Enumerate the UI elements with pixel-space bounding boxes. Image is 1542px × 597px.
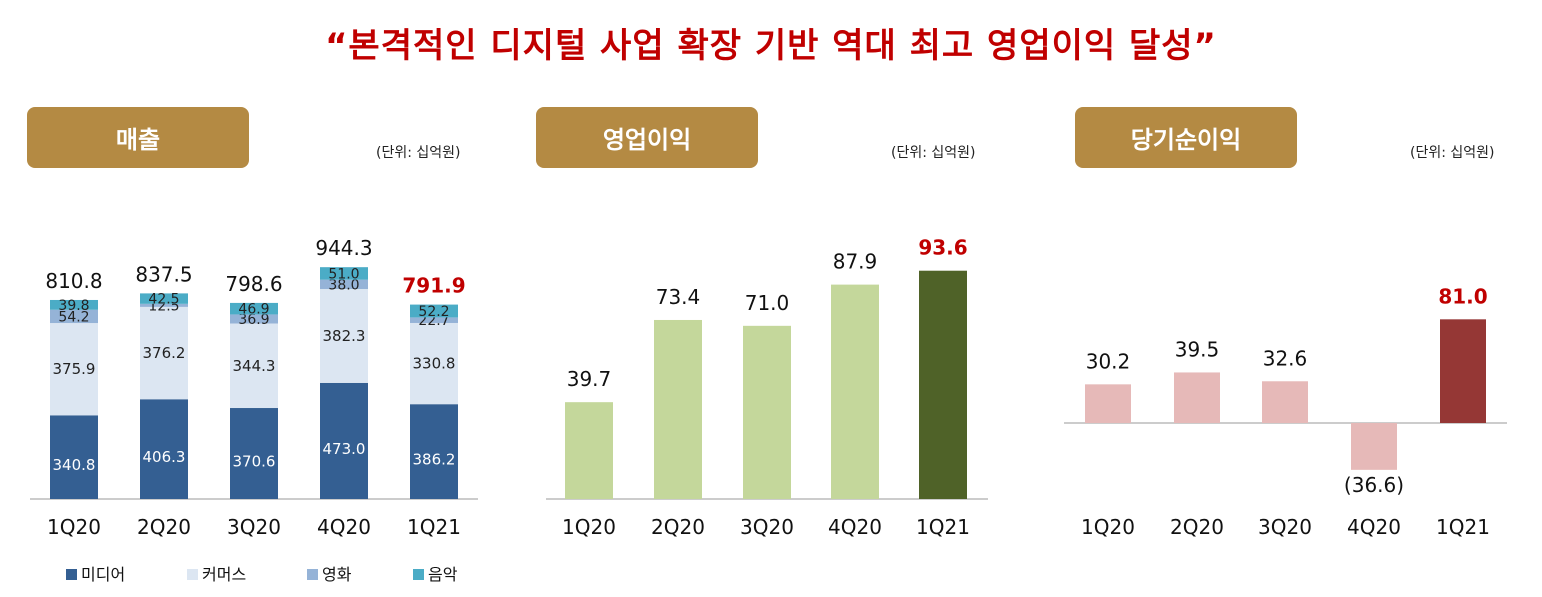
op-x-tick-label: 2Q20 [651,515,705,539]
revenue-segment-label: 51.0 [328,266,359,282]
revenue-segment-label: 375.9 [53,360,96,378]
revenue-bar-2q20-segment-3 [140,293,188,304]
revenue-segment-label: 473.0 [323,440,366,458]
ni-value-label: 39.5 [1175,337,1220,361]
revenue-segment-label: 386.2 [413,451,456,469]
legend-label: 음악 [428,565,458,584]
revenue-bar-3q20-segment-2 [230,314,278,324]
revenue-segment-label: 46.9 [238,302,269,318]
revenue-bar-1q21-segment-3 [410,304,458,318]
revenue-segment-label: 406.3 [143,448,186,466]
ni-value-label: 30.2 [1086,349,1131,373]
revenue-segment-label: 38.0 [328,277,359,293]
op-value-label: 87.9 [833,250,878,274]
revenue-x-tick-label: 3Q20 [227,515,281,539]
revenue-bar-1q20-segment-2 [50,309,98,324]
headline-title: “본격적인 디지털 사업 확장 기반 역대 최고 영업이익 달성” [325,26,1217,66]
revenue-x-tick-label: 1Q20 [47,515,101,539]
ni-bar-1q20 [1085,384,1131,423]
revenue-segment-label: 376.2 [143,344,186,362]
revenue-bar-2q20-segment-1 [140,306,188,400]
revenue-x-tick-label: 2Q20 [137,515,191,539]
revenue-segment-label: 370.6 [233,453,276,471]
revenue-bar-1q20-segment-1 [50,323,98,416]
op-bar-4q20 [831,284,879,499]
op-bar-1q21 [919,270,967,499]
revenue-x-tick-label: 4Q20 [317,515,371,539]
op-x-tick-label: 3Q20 [740,515,794,539]
revenue-bar-4q20-segment-0 [320,382,368,499]
revenue-bar-4q20-segment-1 [320,289,368,383]
revenue-total-label: 837.5 [135,262,192,286]
revenue-bar-3q20-segment-1 [230,323,278,409]
ni-x-tick-label: 1Q21 [1436,515,1490,539]
revenue-segment-label: 52.2 [418,304,449,320]
revenue-bar-3q20-segment-3 [230,302,278,315]
ni-value-label: (36.6) [1344,473,1404,497]
revenue-total-label: 944.3 [315,236,372,260]
legend-swatch-1 [187,569,198,580]
ni-x-tick-label: 2Q20 [1170,515,1224,539]
legend-swatch-3 [413,569,424,580]
legend-swatch-2 [307,569,318,580]
ni-x-tick-label: 3Q20 [1258,515,1312,539]
op-bar-3q20 [743,325,791,499]
revenue-segment-label: 340.8 [53,456,96,474]
net-income-panel-title: 당기순이익 [1075,107,1297,168]
op-x-tick-label: 4Q20 [828,515,882,539]
ni-x-tick-label: 4Q20 [1347,515,1401,539]
ni-bar-3q20 [1262,381,1308,423]
ni-bar-2q20 [1174,372,1220,423]
revenue-segment-label: 330.8 [413,355,456,373]
revenue-bar-4q20-segment-2 [320,279,368,290]
revenue-segment-label: 344.3 [233,357,276,375]
ni-value-label: 81.0 [1438,284,1487,308]
op-x-tick-label: 1Q21 [916,515,970,539]
revenue-bar-4q20-segment-3 [320,267,368,280]
op-value-label: 73.4 [656,285,701,309]
op-x-tick-label: 1Q20 [562,515,616,539]
op-value-label: 71.0 [745,291,790,315]
revenue-total-label: 810.8 [45,269,102,293]
revenue-bar-1q21-segment-0 [410,404,458,499]
revenue-segment-label: 36.9 [238,312,269,328]
revenue-bar-2q20-segment-0 [140,399,188,499]
ni-bar-1q21 [1440,319,1486,423]
op-bar-1q20 [565,402,613,499]
revenue-x-tick-label: 1Q21 [407,515,461,539]
revenue-total-label: 791.9 [402,274,465,298]
revenue-bar-1q20-segment-3 [50,299,98,310]
revenue-bar-1q20-segment-0 [50,415,98,499]
revenue-panel-title: 매출 [27,107,249,168]
revenue-segment-label: 382.3 [323,327,366,345]
revenue-bar-2q20-segment-2 [140,303,188,307]
operating-profit-unit-label: (단위: 십억원) [891,145,976,161]
revenue-segment-label: 39.8 [58,298,89,314]
revenue-total-label: 798.6 [225,272,282,296]
legend-label: 미디어 [81,565,125,584]
operating-profit-panel-title: 영업이익 [536,107,758,168]
legend-label: 영화 [322,565,352,584]
net-income-unit-label: (단위: 십억원) [1410,145,1495,161]
revenue-bar-3q20-segment-0 [230,408,278,499]
ni-value-label: 32.6 [1263,346,1308,370]
revenue-segment-label: 54.2 [58,309,89,325]
revenue-segment-label: 42.5 [148,292,179,308]
ni-bar-4q20 [1351,423,1397,470]
op-bar-2q20 [654,319,702,499]
legend-swatch-0 [66,569,77,580]
revenue-bar-1q21-segment-1 [410,322,458,405]
ni-x-tick-label: 1Q20 [1081,515,1135,539]
revenue-bar-1q21-segment-2 [410,317,458,323]
revenue-unit-label: (단위: 십억원) [376,145,461,161]
legend-label: 커머스 [202,565,246,584]
op-value-label: 39.7 [567,367,612,391]
op-value-label: 93.6 [918,236,967,260]
